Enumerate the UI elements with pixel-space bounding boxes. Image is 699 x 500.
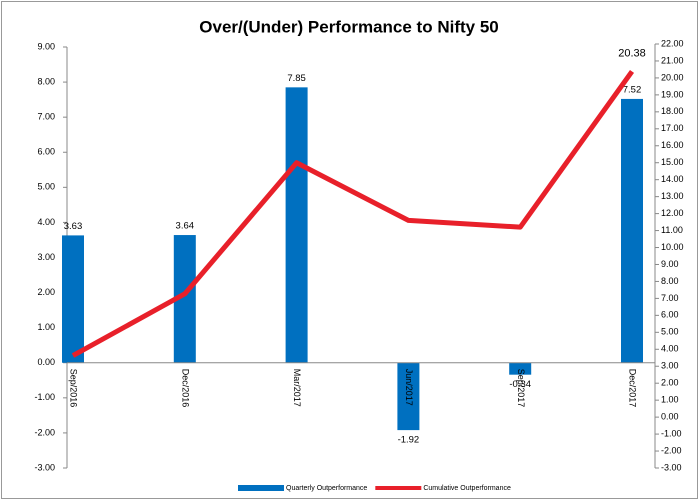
y2-tick-label: 14.00 [661,174,684,184]
y2-tick-label: 20.00 [661,72,684,82]
y2-tick-label: 21.00 [661,55,684,65]
legend-label: Cumulative Outperformance [423,485,511,492]
y-tick-label: -3.00 [34,462,55,472]
bar [509,362,532,375]
x-tick-label: Dec/2017 [628,369,638,408]
y2-tick-label: 19.00 [661,89,684,99]
y2-tick-label: -2.00 [661,445,682,455]
y2-tick-label: 12.00 [661,208,684,218]
chart-title: Over/(Under) Performance to Nifty 50 [199,17,498,36]
y2-tick-label: 7.00 [661,293,679,303]
y-tick-label: 3.00 [37,252,55,262]
y-tick-label: 1.00 [37,322,55,332]
data-label: -0.34 [509,379,531,390]
data-label: 3.63 [64,221,83,232]
y-tick-label: 4.00 [37,217,55,227]
bar [621,98,643,363]
y2-tick-label: 8.00 [661,276,679,286]
x-tick-label: Jun/2017 [404,369,414,406]
bar [62,235,84,363]
y-tick-label: 9.00 [37,41,55,51]
legend-swatch [238,485,284,491]
cumulative-line [71,70,635,358]
y2-tick-label: 13.00 [661,191,684,201]
y2-tick-label: 9.00 [661,259,679,269]
y2-tick-label: 16.00 [661,140,684,150]
x-tick-label: Mar/2017 [292,369,302,407]
y2-tick-label: 11.00 [661,225,683,235]
y2-tick-label: 1.00 [661,395,679,405]
y-tick-label: 2.00 [37,287,55,297]
y2-tick-label: 5.00 [661,327,679,337]
y-tick-label: -1.00 [34,392,55,402]
y2-tick-label: -1.00 [661,428,682,438]
x-tick-label: Dec/2016 [180,369,190,408]
legend-label: Quarterly Outperformance [286,485,367,492]
y-tick-label: 5.00 [37,182,55,192]
y2-tick-label: 10.00 [661,242,684,252]
bar [285,87,308,363]
y2-tick-label: 0.00 [661,411,679,421]
y-tick-label: 7.00 [37,112,55,122]
y2-tick-label: 22.00 [661,38,684,48]
data-label: 3.64 [176,221,195,232]
data-label: 20.38 [618,47,646,59]
y2-tick-label: 2.00 [661,378,679,388]
y2-tick-label: 3.00 [661,361,679,371]
y-tick-label: 8.00 [37,76,55,86]
data-label: 7.85 [287,73,306,84]
y-tick-label: 0.00 [37,357,55,367]
x-tick-label: Sep/2016 [69,369,79,408]
y-tick-label: 6.00 [37,147,55,157]
y2-tick-label: 6.00 [661,310,679,320]
x-tick-label: Sep/2017 [516,369,526,408]
bar [397,362,420,431]
y2-tick-label: 4.00 [661,344,679,354]
data-label: 7.52 [623,84,642,95]
y2-tick-label: 15.00 [661,157,684,167]
data-label: -1.92 [398,435,420,446]
y-tick-label: -2.00 [34,427,55,437]
bar [173,235,196,363]
y2-tick-label: 17.00 [661,123,684,133]
y2-tick-label: 18.00 [661,106,684,116]
y2-tick-label: -3.00 [661,462,682,472]
